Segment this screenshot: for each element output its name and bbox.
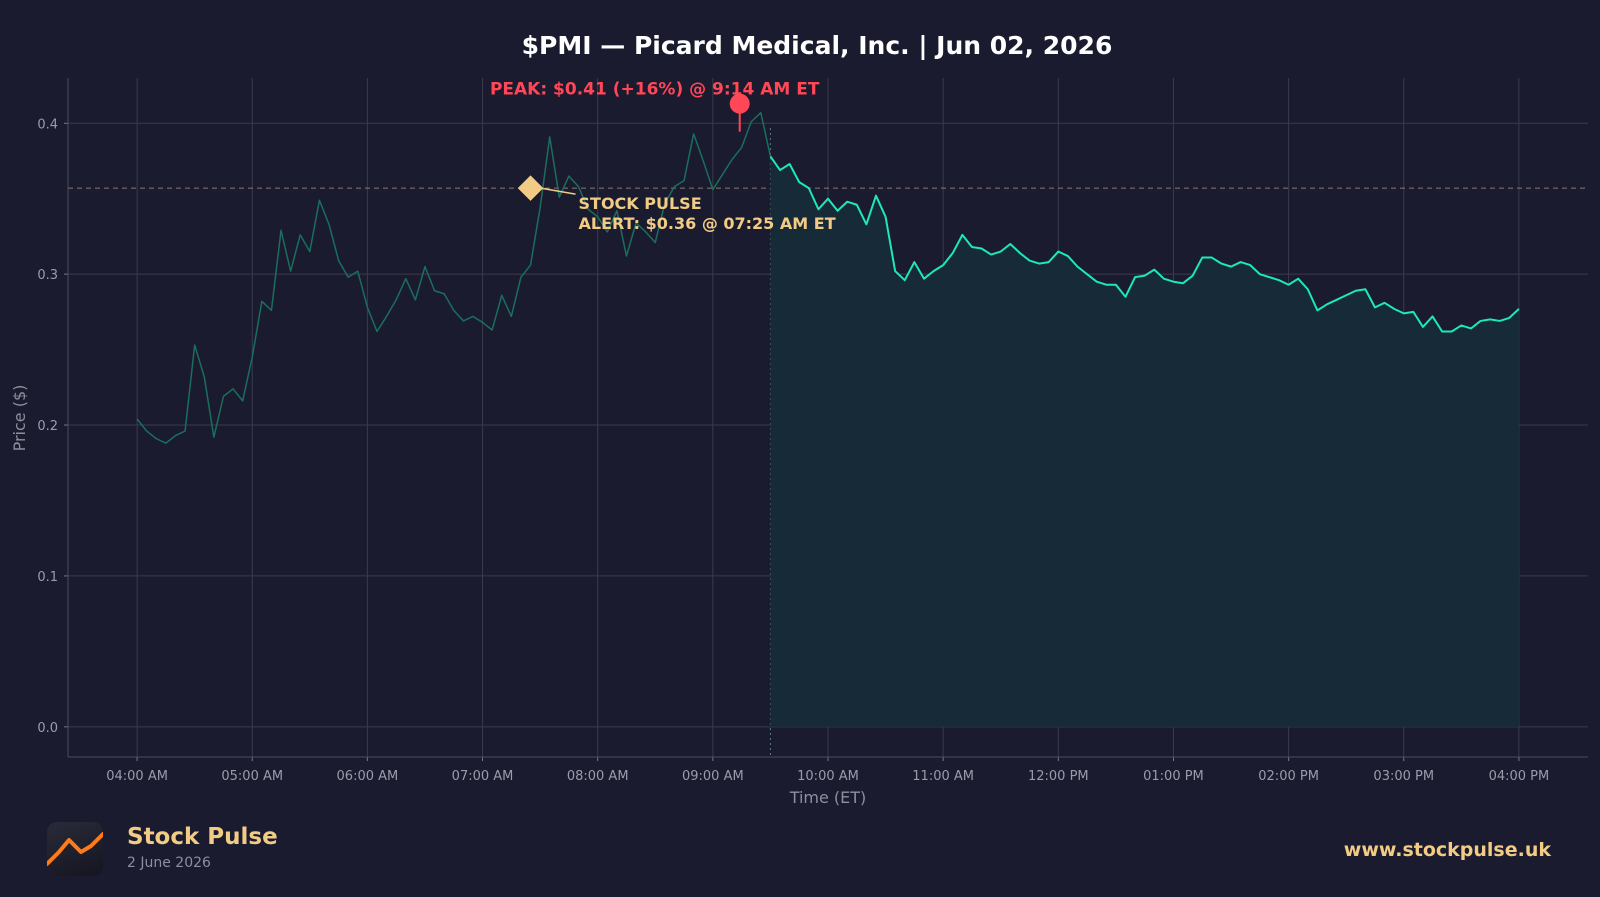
annotations: PEAK: $0.41 (+16%) @ 9:14 AM ET STOCK PUL… <box>490 80 836 233</box>
peak-marker <box>729 93 750 114</box>
x-tick-label: 04:00 PM <box>1489 769 1550 784</box>
chart-title: $PMI — Picard Medical, Inc. | Jun 02, 20… <box>522 31 1113 60</box>
regular-session-area <box>770 156 1519 727</box>
regular-session-price-line <box>769 155 1520 333</box>
rising-line-chart-icon <box>47 832 103 866</box>
x-tick-label: 09:00 AM <box>682 769 744 784</box>
x-tick-label: 02:00 PM <box>1258 769 1319 784</box>
footer-brand: Stock Pulse <box>127 824 278 850</box>
regular-session-fill <box>770 156 1519 727</box>
y-axis-label: Price ($) <box>10 385 29 452</box>
x-axis-label: Time (ET) <box>789 788 867 807</box>
x-tick-label: 04:00 AM <box>106 769 168 784</box>
x-tick-label: 12:00 PM <box>1028 769 1089 784</box>
footer-date: 2 June 2026 <box>127 855 211 871</box>
footer-url[interactable]: www.stockpulse.uk <box>1343 839 1551 861</box>
stock-pulse-logo <box>47 822 103 876</box>
axes: 0.0 0.1 0.2 0.3 0.4 04:00 AM 05:00 AM 06:00 AM 0… <box>37 78 1588 784</box>
alert-connector <box>540 187 576 195</box>
x-tick-label: 03:00 PM <box>1373 769 1434 784</box>
x-tick-label: 06:00 AM <box>337 769 399 784</box>
alert-diamond-marker <box>517 175 544 201</box>
x-tick-label: 01:00 PM <box>1143 769 1204 784</box>
y-tick-label: 0.4 <box>37 117 58 132</box>
peak-label: PEAK: $0.41 (+16%) @ 9:14 AM ET <box>490 80 820 100</box>
y-tick-label: 0.1 <box>37 570 58 585</box>
premarket-price-line <box>136 111 772 444</box>
x-tick-label: 05:00 AM <box>221 769 283 784</box>
alert-label-line1: STOCK PULSE <box>579 194 702 213</box>
alert-label-line2: ALERT: $0.36 @ 07:25 AM ET <box>579 214 836 233</box>
price-lines <box>136 111 1520 444</box>
y-tick-label: 0.2 <box>37 419 58 434</box>
y-tick-label: 0.0 <box>37 721 58 736</box>
x-tick-label: 11:00 AM <box>912 769 974 784</box>
x-tick-label: 08:00 AM <box>567 769 629 784</box>
x-tick-label: 10:00 AM <box>797 769 859 784</box>
x-tick-label: 07:00 AM <box>452 769 514 784</box>
y-tick-label: 0.3 <box>37 268 58 283</box>
